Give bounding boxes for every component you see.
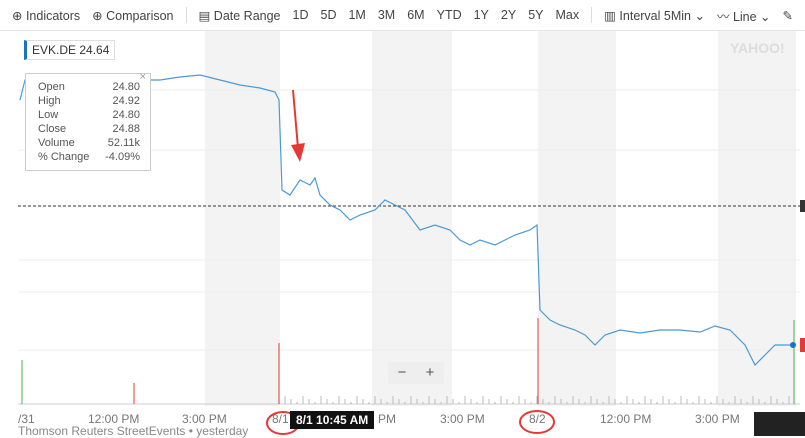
tooltip-row: Volume 52.11k xyxy=(26,136,150,150)
close-icon[interactable]: × xyxy=(139,71,146,83)
tooltip-row: Open 24.80 xyxy=(26,80,150,94)
zoom-in-button[interactable]: + xyxy=(425,364,435,381)
x-tick: 3:00 PM xyxy=(182,412,227,426)
x-tick: 8/1 xyxy=(272,412,289,426)
range-6m[interactable]: 6M xyxy=(407,8,425,22)
x-tick: 8/2 xyxy=(529,412,546,426)
range-5d[interactable]: 5D xyxy=(320,8,337,22)
session-band xyxy=(718,31,796,406)
x-tick: PM xyxy=(378,412,396,426)
range-2y[interactable]: 2Y xyxy=(500,8,517,22)
divider xyxy=(591,7,593,23)
tooltip-row: High 24.92 xyxy=(26,94,150,108)
interval-label: Interval 5Min xyxy=(619,8,691,23)
range-ytd[interactable]: YTD xyxy=(436,8,462,22)
divider xyxy=(185,7,187,23)
indicators-button[interactable]: ⊕ Indicators xyxy=(12,8,81,23)
session-band xyxy=(205,31,280,406)
price-line xyxy=(19,74,793,367)
last-price-dot xyxy=(790,342,796,348)
crosshair-date-label: 8/1 10:45 AM xyxy=(290,411,375,429)
calendar-icon: ▤ xyxy=(198,8,211,23)
x-tick: 3:00 PM xyxy=(695,412,740,426)
toolbar: ⊕ Indicators ⊕ Comparison ▤ Date Range 1… xyxy=(0,0,805,31)
chart-type-dropdown[interactable]: 〰 Line ⌄ xyxy=(716,9,771,24)
range-1d[interactable]: 1D xyxy=(292,8,309,22)
tooltip-value: 24.88 xyxy=(112,123,140,135)
symbol: EVK.DE xyxy=(32,43,77,57)
tooltip-row: % Change -4.09% xyxy=(26,150,150,164)
comparison-button[interactable]: ⊕ Comparison xyxy=(92,8,174,23)
tooltip-row: Low 24.80 xyxy=(26,108,150,122)
x-tick: 12:00 PM xyxy=(600,412,652,426)
ohlc-tooltip: Open 24.80 High 24.92 Low 24.80 Close 24.88 Volu… xyxy=(25,71,151,171)
chart-type-label: Line xyxy=(732,9,757,24)
range-5y[interactable]: 5Y xyxy=(528,8,544,22)
current-price-marker xyxy=(800,338,805,352)
annotation-arrow-shaft xyxy=(292,89,299,149)
date-range-button[interactable]: ▤ Date Range xyxy=(199,8,281,23)
x-tick: 3:00 PM xyxy=(440,412,485,426)
tooltip-key: Open xyxy=(38,81,65,93)
line-chart-icon: 〰 xyxy=(716,9,730,24)
range-max[interactable]: Max xyxy=(555,8,580,22)
price-axis-label xyxy=(754,412,805,436)
tooltip-key: Close xyxy=(38,123,67,135)
yahoo-finance-watermark: YAHOO! xyxy=(730,40,785,56)
range-3m[interactable]: 3M xyxy=(377,8,396,22)
draw-icon[interactable]: ✎ xyxy=(782,8,794,23)
symbol-legend[interactable]: EVK.DE 24.64 xyxy=(24,40,116,60)
annotation-circle xyxy=(519,410,555,434)
session-band xyxy=(538,31,616,406)
tooltip-value: -4.09% xyxy=(105,151,140,163)
range-1y[interactable]: 1Y xyxy=(473,8,489,22)
tooltip-key: Low xyxy=(38,109,59,121)
news-source[interactable]: Thomson Reuters StreetEvents • yesterday xyxy=(18,424,249,438)
tooltip-key: High xyxy=(38,95,61,107)
x-tick: 12:00 PM xyxy=(88,412,140,426)
tooltip-value: 24.80 xyxy=(112,109,140,121)
zoom-out-button[interactable]: − xyxy=(397,364,407,381)
tooltip-key: % Change xyxy=(38,151,90,163)
zoom-controls: − + xyxy=(388,362,444,384)
annotation-arrow-head xyxy=(291,143,305,162)
tooltip-value: 24.92 xyxy=(112,95,140,107)
tooltip-value: 24.80 xyxy=(112,81,140,93)
date-range-label: Date Range xyxy=(213,8,281,23)
previous-close-marker xyxy=(800,200,805,212)
tooltip-key: Volume xyxy=(38,137,75,149)
range-1m[interactable]: 1M xyxy=(348,8,366,22)
comparison-label: Comparison xyxy=(106,8,174,23)
symbol-price: 24.64 xyxy=(79,43,110,57)
x-tick: /31 xyxy=(18,412,35,426)
indicators-label: Indicators xyxy=(25,8,81,23)
tooltip-value: 52.11k xyxy=(107,137,140,149)
interval-icon: ▥ xyxy=(604,8,616,23)
interval-dropdown[interactable]: ▥ Interval 5Min ⌄ xyxy=(604,8,705,23)
tooltip-row: Close 24.88 xyxy=(26,122,150,136)
